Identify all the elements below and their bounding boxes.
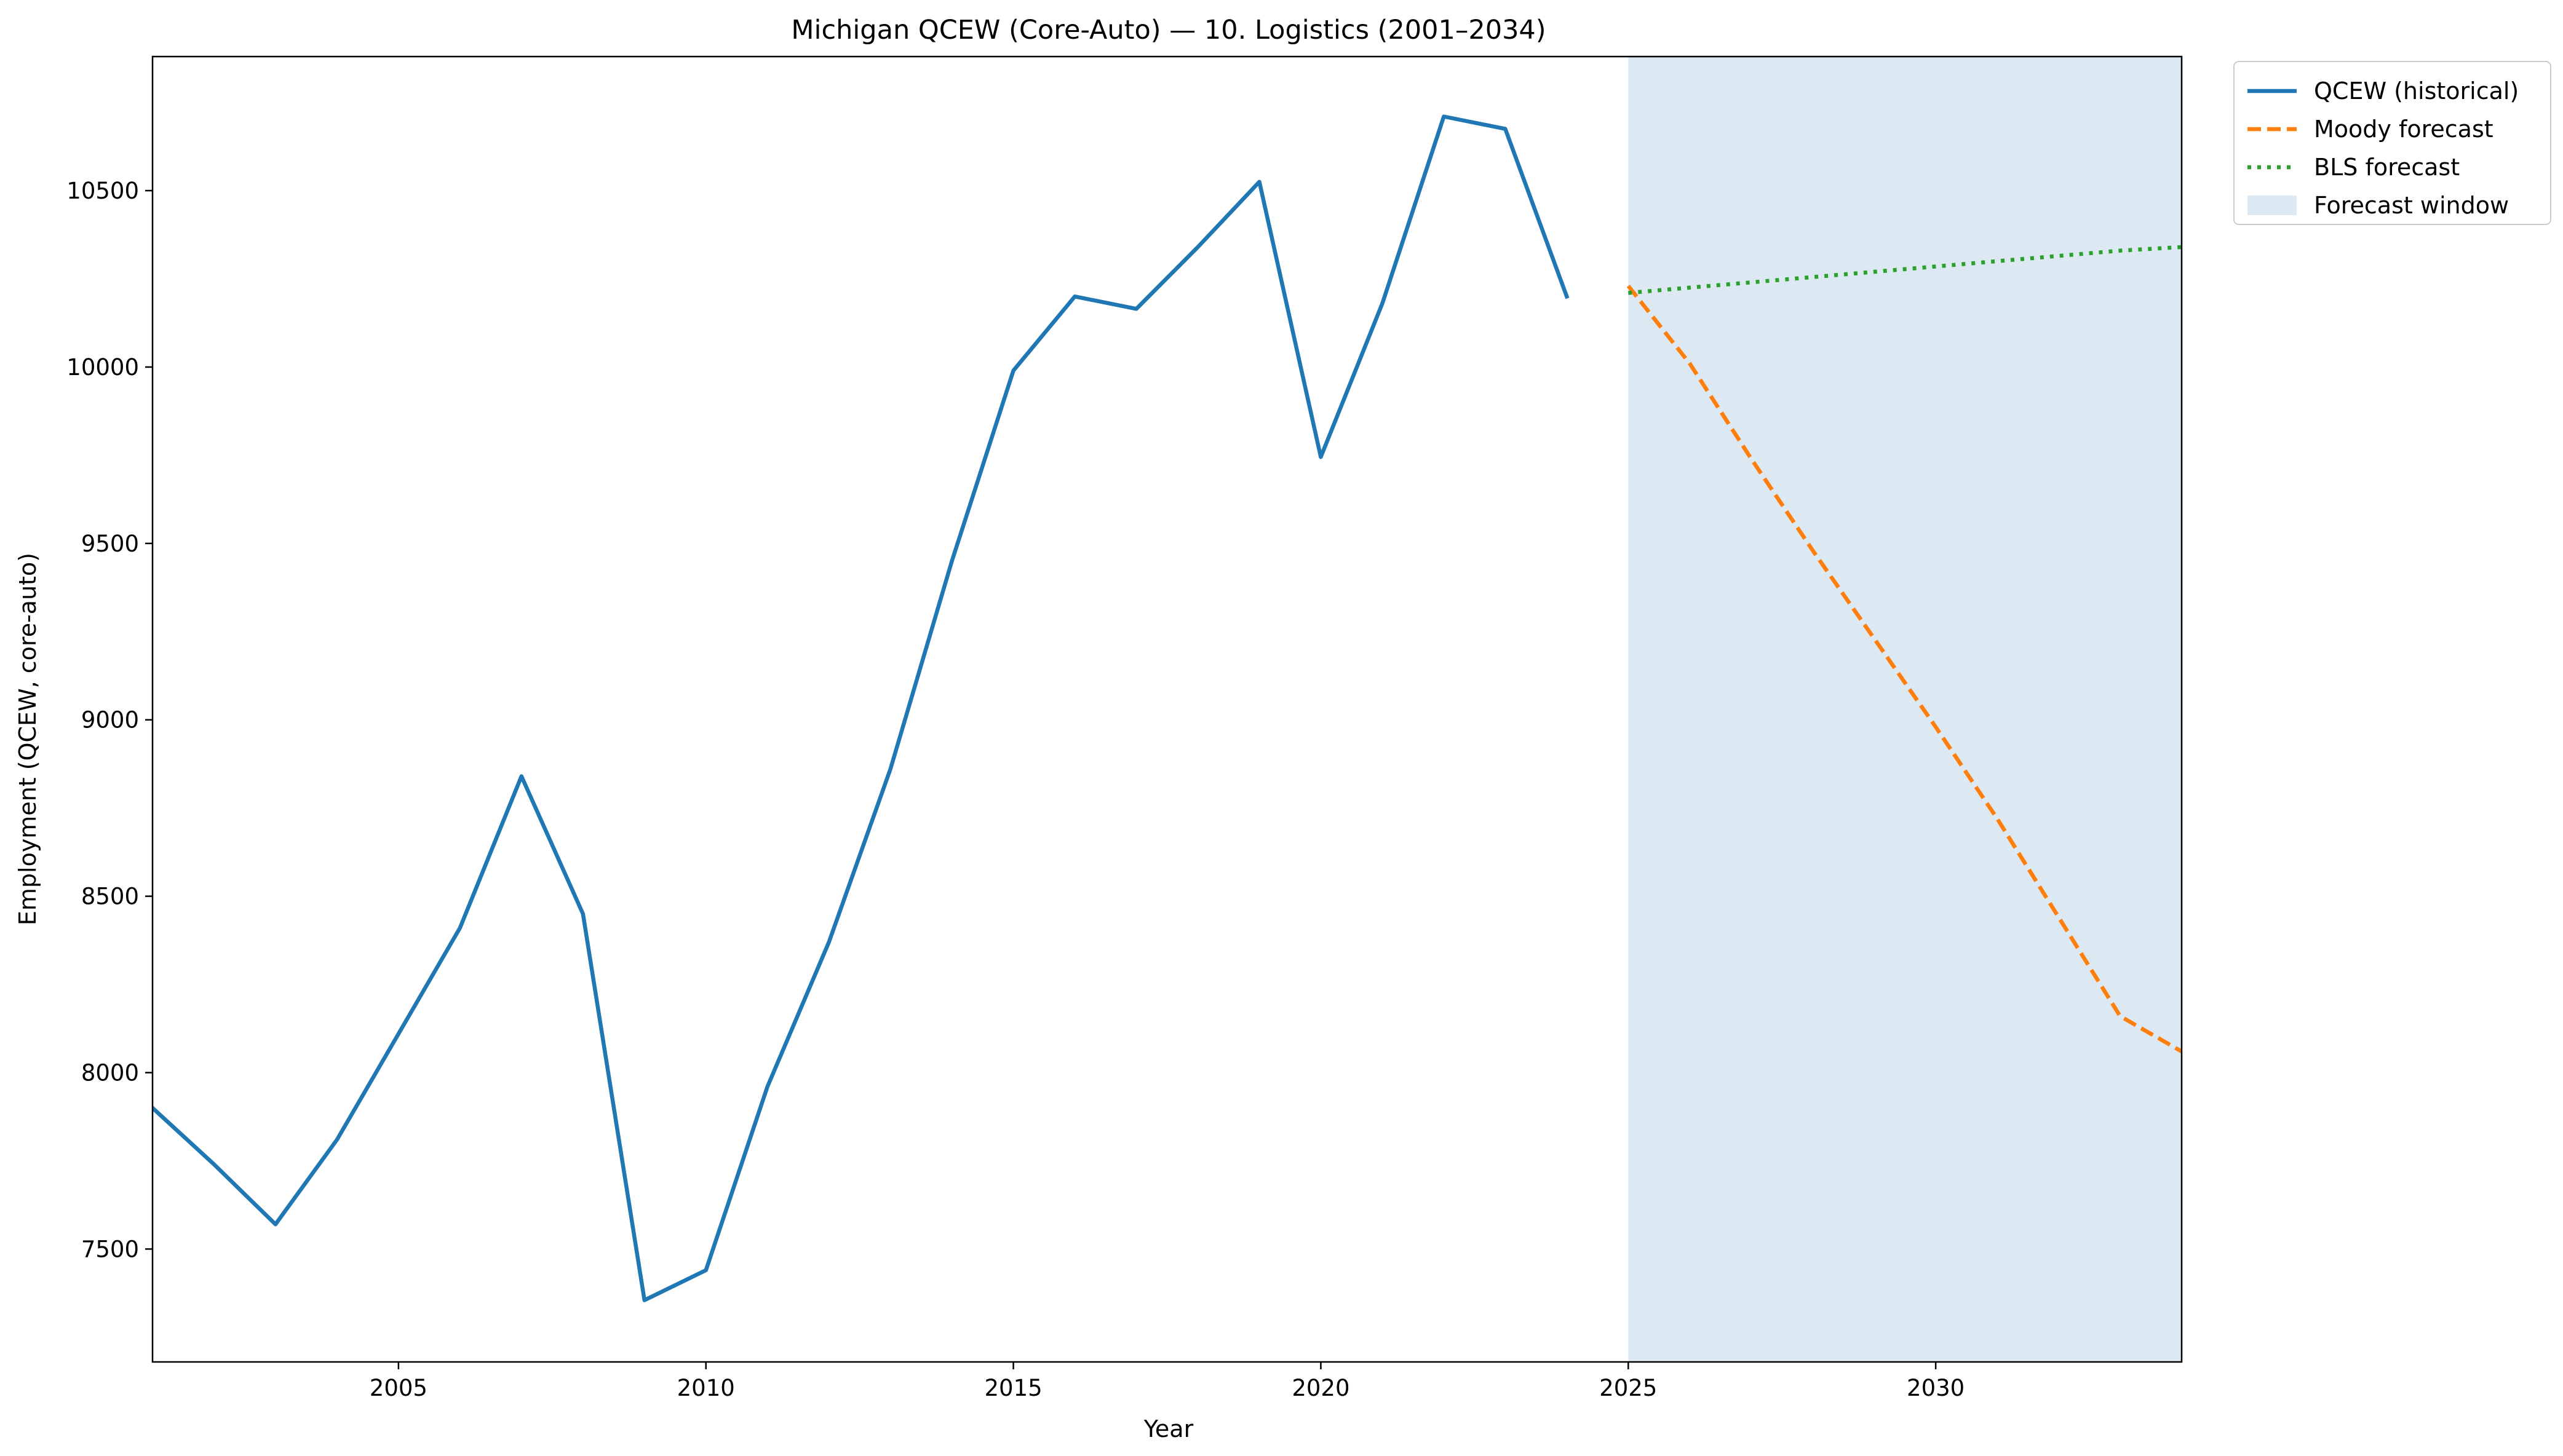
legend-label-2: BLS forecast: [2314, 154, 2460, 181]
series-line-0: [153, 114, 1570, 1302]
x-tick-label-2015: 2015: [984, 1375, 1042, 1401]
legend-swatch-forecast-window: [2247, 196, 2297, 215]
plot-area: [151, 55, 2183, 1363]
legend[interactable]: QCEW (historical) Moody forecast BLS forec…: [2233, 61, 2551, 225]
x-tick-label-2010: 2010: [677, 1375, 735, 1401]
x-tick-label-2005: 2005: [370, 1375, 427, 1401]
x-tick-label-2030: 2030: [1907, 1375, 1965, 1401]
forecast-window-band: [1628, 57, 2182, 1362]
legend-label-forecast-window: Forecast window: [2314, 192, 2509, 219]
y-axis-label: Employment (QCEW, core-auto): [14, 553, 41, 925]
legend-box: [2233, 61, 2551, 225]
series-line-1: [1626, 284, 2182, 1053]
chart-title: Michigan QCEW (Core-Auto) — 10. Logistic…: [791, 15, 1546, 46]
y-tick-label-9000: 9000: [81, 707, 139, 734]
y-tick-label-8000: 8000: [81, 1059, 139, 1086]
y-tick-label-8500: 8500: [81, 884, 139, 910]
y-tick-label-9500: 9500: [81, 531, 139, 557]
y-tick-label-7500: 7500: [81, 1236, 139, 1262]
x-axis-label: Year: [1143, 1415, 1194, 1442]
x-tick-label-2025: 2025: [1599, 1375, 1657, 1401]
y-tick-label-10500: 10500: [66, 178, 139, 204]
series-line-2: [1628, 245, 2182, 295]
x-axis: 2005 2010 2015 2020 2025 2030: [370, 1362, 1965, 1401]
legend-label-1: Moody forecast: [2314, 116, 2493, 143]
y-axis: 7500 8000 8500 9000 9500 10000 10500: [66, 178, 153, 1262]
legend-label-0: QCEW (historical): [2314, 77, 2519, 105]
x-tick-label-2020: 2020: [1292, 1375, 1349, 1401]
plot-frame: [151, 55, 2183, 1363]
y-tick-label-10000: 10000: [66, 354, 139, 381]
